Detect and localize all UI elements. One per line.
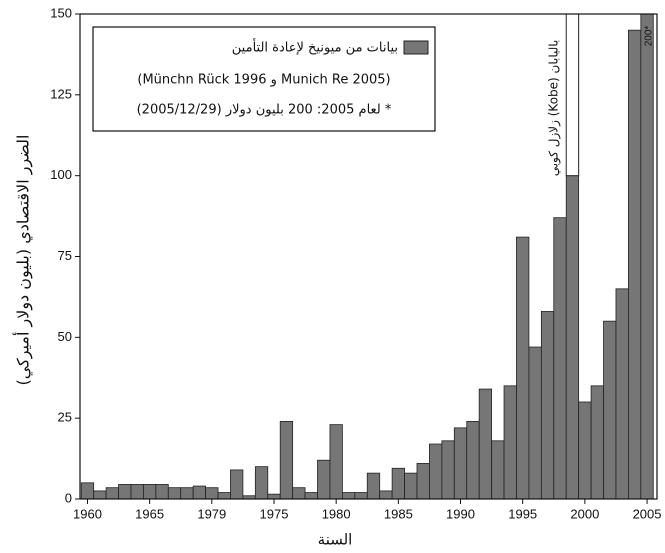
x-tick-label: 1965 (135, 506, 164, 521)
bar (354, 492, 368, 499)
bar (118, 484, 132, 499)
x-tick-label: 1990 (446, 506, 475, 521)
legend-label: بيانات من ميونيخ لإعادة التأمين (232, 38, 398, 56)
bar (590, 385, 604, 499)
bar (155, 484, 169, 499)
bar (267, 493, 281, 499)
bar (391, 467, 405, 499)
y-tick-label: 0 (65, 490, 72, 505)
legend-note: * لعام 2005: 200 بليون دولار (2005/12/29… (137, 103, 392, 118)
bar (230, 469, 244, 499)
x-tick-label: 1960 (73, 506, 102, 521)
x-tick-label: 1975 (260, 506, 289, 521)
y-tick-label: 25 (58, 410, 72, 425)
x-tick-label: 1979 (197, 506, 226, 521)
bar (317, 459, 331, 499)
legend-swatch (403, 40, 429, 55)
bar (329, 424, 343, 499)
bar (453, 427, 468, 499)
bar (254, 466, 269, 499)
bar (192, 485, 206, 499)
bar (491, 440, 505, 499)
y-tick-label: 150 (50, 5, 72, 20)
annotation-bar (565, 14, 580, 177)
bar (615, 288, 629, 499)
bar (640, 14, 654, 499)
bar (205, 487, 219, 499)
bar (180, 487, 194, 499)
bar (217, 492, 231, 499)
bar (292, 487, 306, 499)
bar (466, 420, 480, 499)
bar (93, 490, 107, 499)
plot-area (80, 14, 654, 499)
y-tick-label: 100 (50, 167, 72, 182)
bar (80, 482, 95, 499)
bar (603, 320, 617, 499)
x-tick-label: 1995 (508, 506, 537, 521)
bar (553, 217, 567, 499)
x-axis-label: السنة (318, 531, 353, 549)
bar (528, 346, 542, 499)
x-tick-label: 2005 (633, 506, 662, 521)
bar (341, 492, 356, 499)
bar (130, 484, 144, 499)
legend-box (92, 26, 436, 132)
bar (627, 29, 642, 499)
bar (105, 487, 119, 499)
bar (366, 472, 381, 499)
bar (279, 420, 294, 499)
bar (516, 236, 530, 499)
bar (304, 492, 318, 499)
bar (441, 440, 455, 499)
y-tick-label: 75 (58, 248, 72, 263)
x-tick-label: 1980 (322, 506, 351, 521)
bar (565, 175, 580, 499)
y-axis-label: الضرر الاقتصادي (بليون دولار أميركي) (13, 135, 34, 386)
bar (429, 443, 443, 499)
bar (478, 388, 493, 499)
bar (578, 401, 592, 499)
value-label: 200* (644, 26, 655, 47)
bar (404, 472, 418, 499)
bar (143, 484, 157, 499)
x-tick-label: 1985 (384, 506, 413, 521)
x-tick-label: 2000 (570, 506, 599, 521)
y-tick-label: 50 (58, 329, 72, 344)
bar (540, 311, 555, 499)
legend-note: (Munich Re 2005 و Münchn Rück 1996) (137, 73, 390, 88)
bar (167, 487, 182, 499)
bar (379, 490, 393, 499)
y-tick-label: 125 (50, 86, 72, 101)
annotation-text: زلازل كوبي (Kobe) باليابان (547, 40, 562, 177)
bar (416, 463, 430, 499)
bar (503, 385, 517, 499)
